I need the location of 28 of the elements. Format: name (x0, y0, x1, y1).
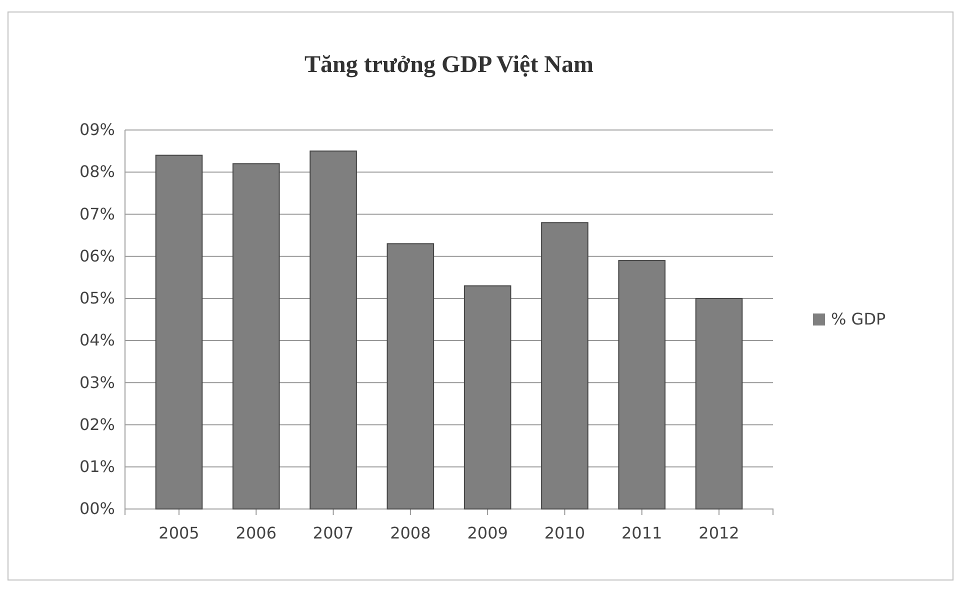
x-tick-label: 2008 (390, 523, 431, 542)
x-tick-label: 2007 (312, 523, 354, 542)
y-tick-label: 08% (79, 162, 115, 182)
y-tick-label: 01% (79, 457, 115, 476)
x-tick-label: 2012 (698, 523, 740, 542)
y-tick-label: 06% (79, 246, 115, 266)
bar (310, 150, 357, 510)
bar (232, 163, 280, 510)
y-tick-label: 04% (79, 330, 115, 350)
bar (155, 154, 203, 510)
y-tick-label: 07% (79, 204, 115, 224)
x-tick-label: 2011 (622, 523, 662, 542)
x-tick-label: 2006 (236, 523, 276, 542)
x-tick-label: 2005 (158, 523, 200, 542)
bar (618, 260, 666, 510)
x-tick-label: 2010 (544, 523, 586, 542)
bar (464, 285, 512, 510)
y-tick-label: 03% (79, 372, 115, 392)
bar (386, 243, 434, 510)
bar (541, 222, 588, 510)
y-tick-label: 09% (79, 120, 115, 140)
y-tick-label: 00% (79, 499, 115, 518)
bar (695, 298, 743, 510)
y-tick-label: 05% (79, 288, 115, 308)
y-tick-label: 02% (79, 414, 115, 434)
legend-label: % GDP (831, 310, 886, 328)
chart-title: Tăng trưởng GDP Việt Nam (304, 52, 594, 78)
x-tick-label: 2009 (467, 523, 508, 542)
